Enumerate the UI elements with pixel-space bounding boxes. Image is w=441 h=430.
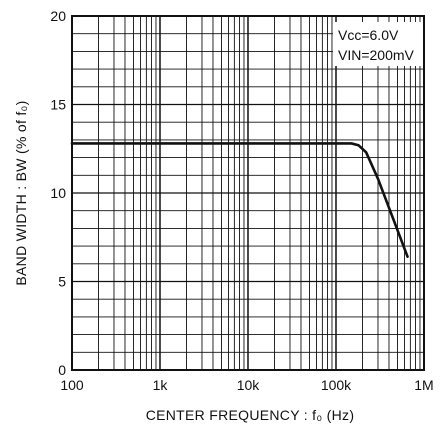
x-tick-label: 100k: [321, 377, 352, 393]
y-tick-label: 20: [50, 8, 66, 24]
x-tick-label: 100: [60, 377, 84, 393]
plot-frame: [71, 15, 425, 371]
grid: [71, 15, 425, 371]
x-axis-label: CENTER FREQUENCY : f₀ (Hz): [146, 407, 355, 423]
annotation-vin: VIN=200mV: [338, 47, 415, 63]
x-tick-label: 10k: [237, 377, 261, 393]
series-layer: [70, 142, 409, 259]
x-tick-labels: 100 1k 10k 100k 1M: [60, 377, 433, 393]
y-tick-label: 10: [50, 185, 66, 201]
y-tick-label: 15: [50, 97, 66, 113]
y-tick-labels: 0 5 10 15 20: [50, 8, 66, 378]
x-tick-label: 1M: [414, 377, 433, 393]
y-axis-label: BAND WIDTH : BW (% of f₀): [13, 100, 29, 285]
y-tick-label: 0: [58, 362, 66, 378]
x-tick-label: 1k: [153, 377, 169, 393]
y-tick-label: 5: [58, 274, 66, 290]
annotation-box: [333, 22, 423, 66]
series-line-1: [70, 142, 409, 259]
annotation-vcc: Vcc=6.0V: [338, 27, 399, 43]
